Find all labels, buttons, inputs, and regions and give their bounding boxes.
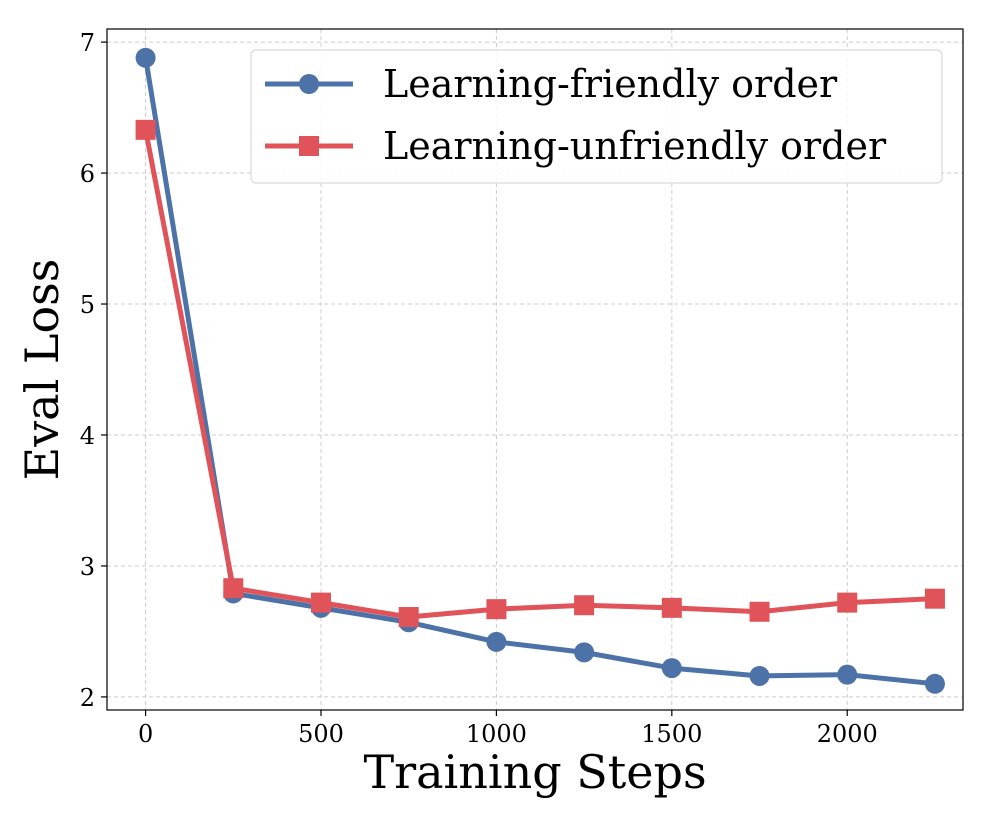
series-line (143, 57, 936, 687)
data-point (924, 588, 945, 609)
x-tick-label: 1000 (466, 720, 527, 748)
data-point (223, 578, 244, 599)
data-point (398, 607, 419, 628)
legend-entry: Learning-unfriendly order (265, 124, 887, 168)
plot-frame (106, 28, 964, 711)
data-point (574, 595, 595, 616)
y-tick-label: 6 (80, 160, 95, 188)
data-point (486, 599, 507, 620)
data-point (135, 47, 156, 68)
data-point (574, 642, 595, 663)
x-tick-label: 1500 (641, 720, 702, 748)
x-tick-label: 0 (138, 720, 153, 748)
x-tick-label: 2000 (817, 720, 878, 748)
y-tick-label: 7 (80, 29, 95, 57)
data-point (486, 631, 507, 652)
legend-box (250, 49, 943, 184)
series-2 (135, 119, 945, 628)
legend-marker (299, 74, 319, 94)
ticks: 0 500 1000 1500 2000 2 3 4 5 6 7 (80, 29, 878, 748)
x-axis-title: Training Steps (363, 745, 706, 799)
data-point (311, 592, 331, 613)
legend: Learning-friendly order Learning-unfriend… (250, 49, 943, 184)
data-point (749, 601, 770, 622)
y-axis-title: Eval Loss (15, 259, 69, 481)
data-point (135, 119, 156, 140)
data-point (837, 664, 858, 685)
data-point (837, 592, 858, 613)
legend-label: Learning-friendly order (383, 62, 838, 106)
legend-entry: Learning-friendly order (265, 62, 838, 106)
legend-marker (299, 136, 319, 156)
y-tick-label: 3 (80, 553, 95, 581)
legend-label: Learning-unfriendly order (383, 124, 887, 168)
y-tick-label: 5 (80, 291, 95, 319)
y-tick-label: 2 (80, 684, 95, 712)
data-point (661, 658, 682, 679)
x-tick-label: 500 (298, 720, 344, 748)
y-tick-label: 4 (80, 422, 95, 450)
data-point (661, 597, 682, 618)
series-line (143, 129, 936, 620)
data-point (924, 673, 945, 694)
data-point (749, 665, 770, 686)
series-layer (135, 47, 945, 694)
